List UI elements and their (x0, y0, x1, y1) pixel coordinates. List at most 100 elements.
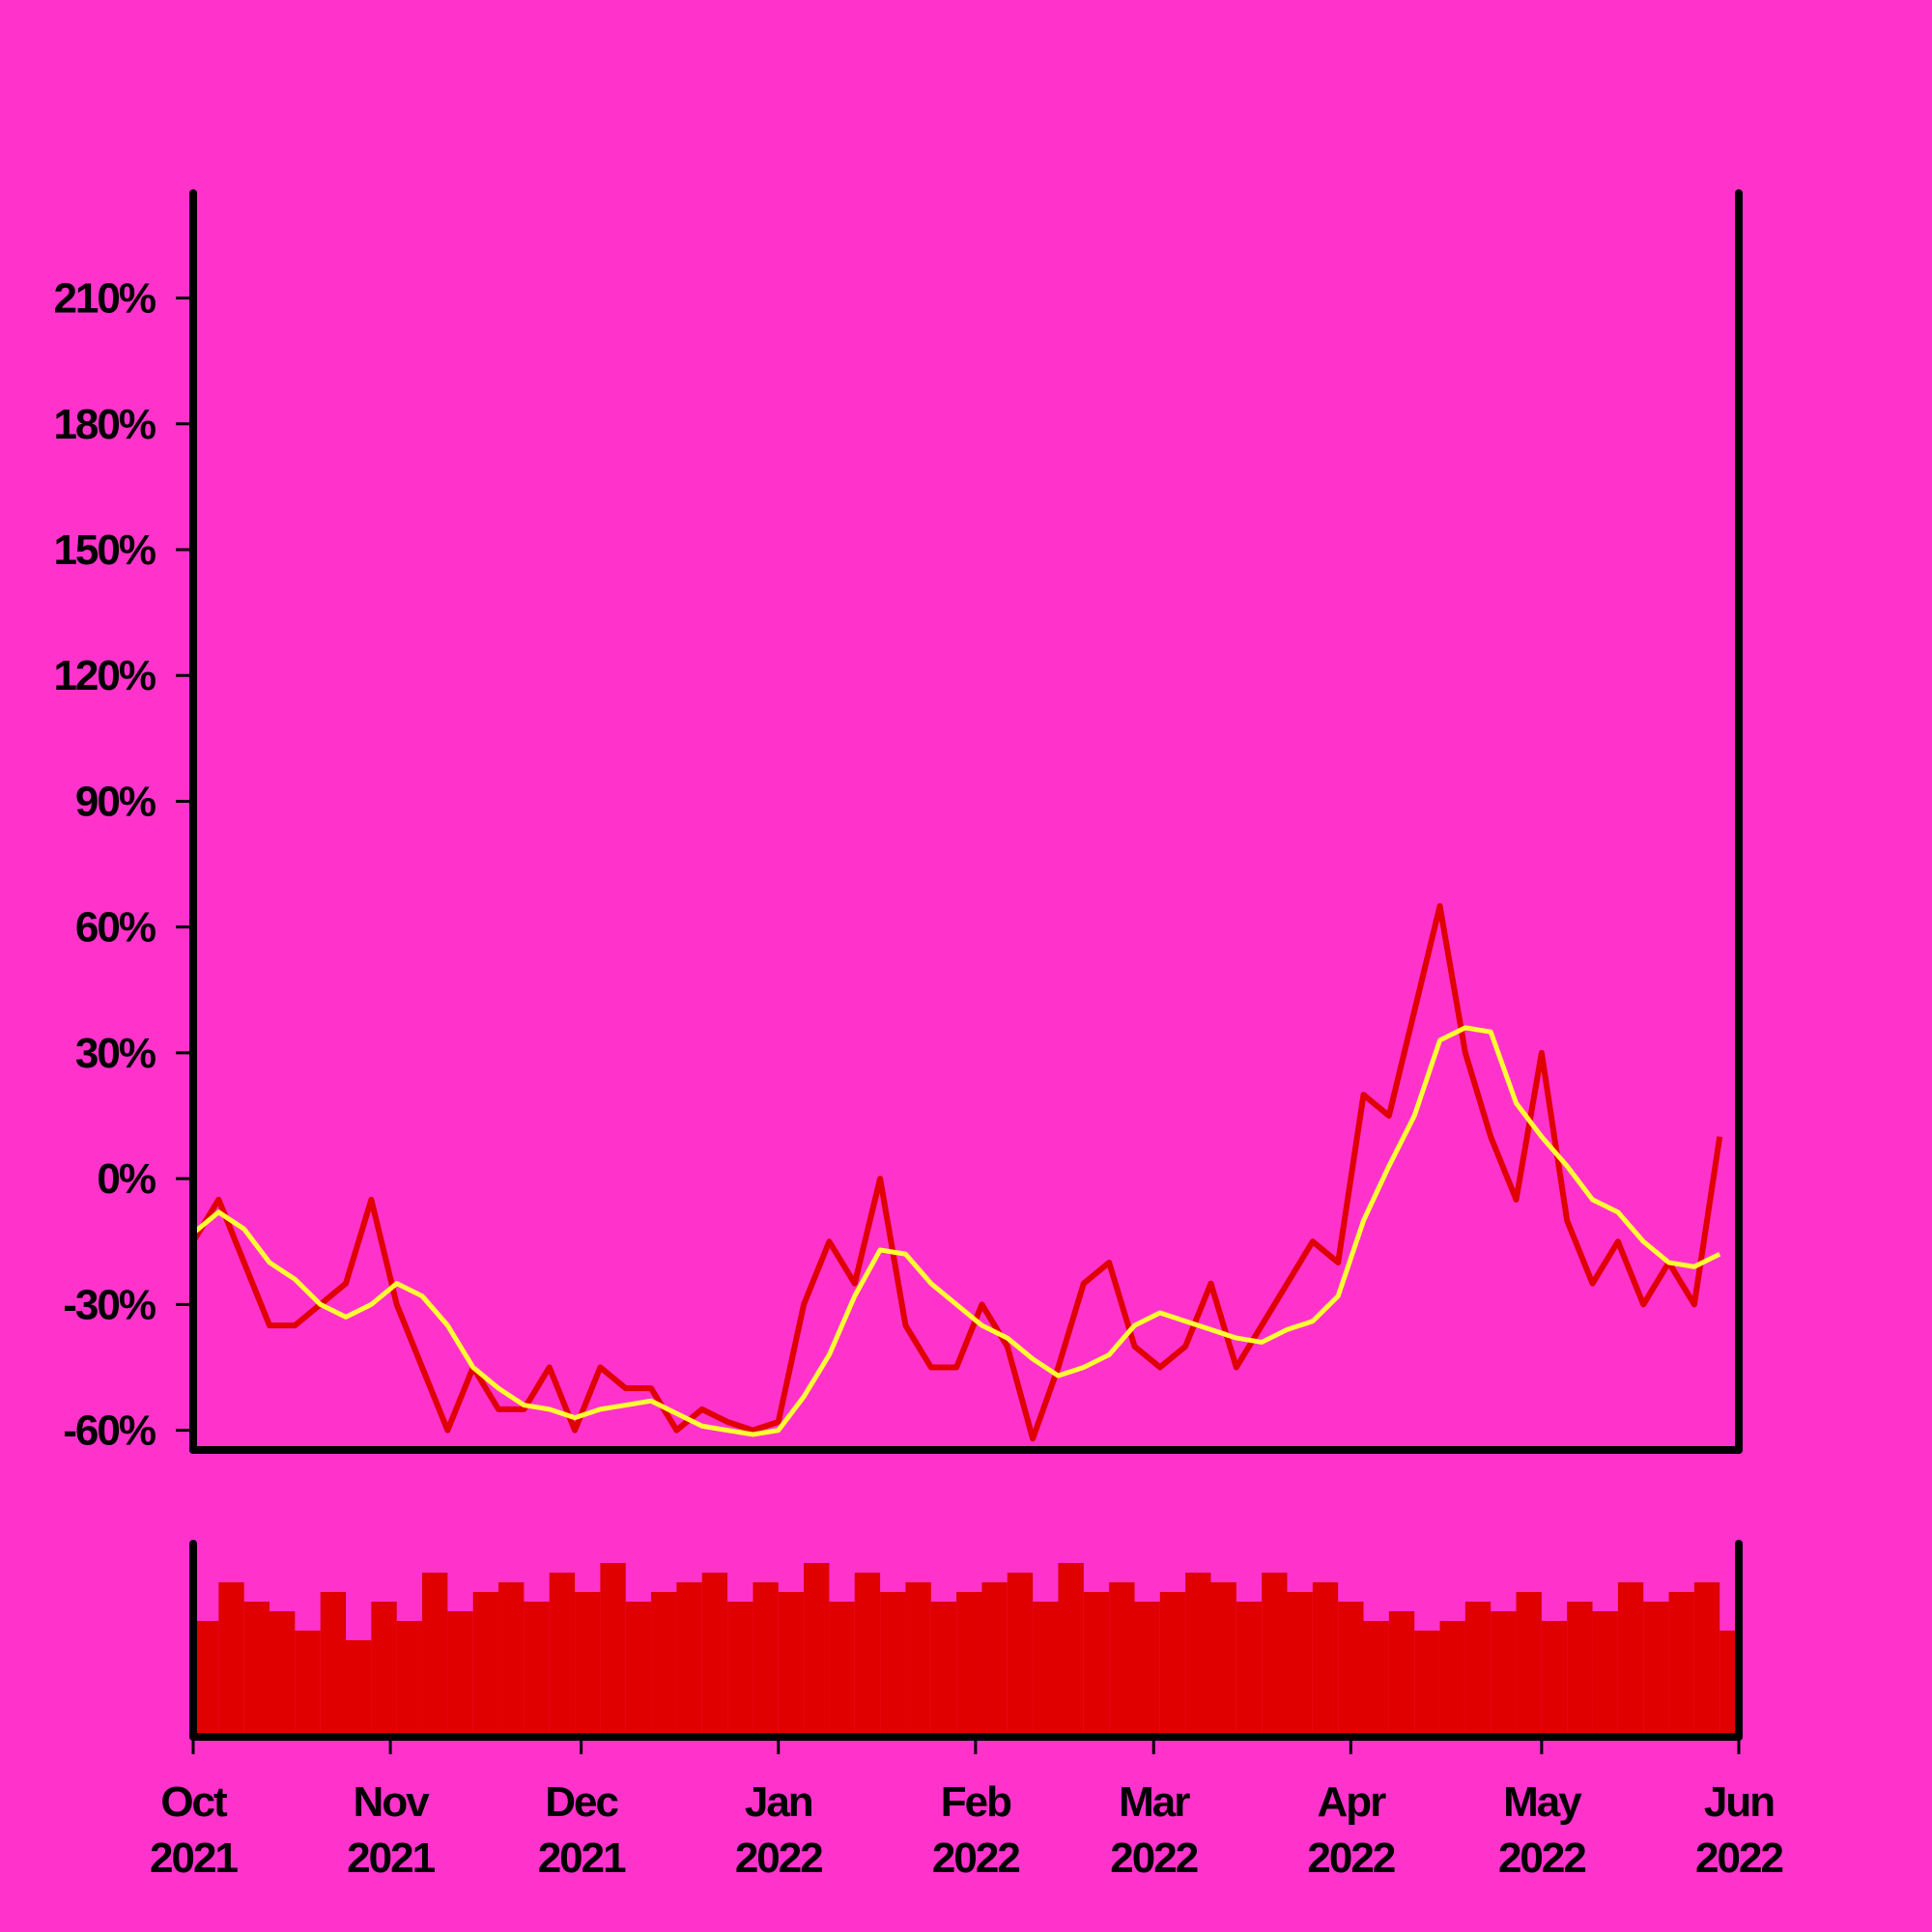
volume-bar (1567, 1602, 1593, 1737)
x-tick-label-line: Nov (354, 1778, 431, 1826)
y-tick-label: -30% (63, 1281, 156, 1328)
x-tick-label-line: 2022 (932, 1834, 1019, 1882)
x-tick-label-line: 2021 (538, 1834, 626, 1882)
x-tick-label: Mar 2022 (1110, 1778, 1197, 1882)
volume-bar (1491, 1611, 1517, 1737)
y-tick-label: 180% (53, 401, 155, 448)
volume-bar (930, 1602, 957, 1737)
volume-bar (1262, 1573, 1288, 1737)
volume-bar (701, 1573, 728, 1737)
x-tick-label-line: Oct (160, 1778, 228, 1826)
volume-bar (472, 1592, 499, 1737)
volume-bar (1134, 1602, 1160, 1737)
volume-bar (1592, 1611, 1618, 1737)
volume-bar (854, 1573, 881, 1737)
y-tick-label: 210% (53, 275, 155, 323)
volume-bar (1388, 1611, 1415, 1737)
volume-bar (1236, 1602, 1263, 1737)
y-tick-label: 120% (53, 652, 155, 699)
volume-bar (753, 1582, 779, 1737)
x-tick-label: May 2022 (1498, 1778, 1585, 1882)
volume-bar (880, 1592, 906, 1737)
data-line (190, 902, 1723, 1442)
volume-bar (1464, 1602, 1492, 1737)
volume-bar (1159, 1592, 1186, 1737)
volume-bar (676, 1582, 702, 1737)
x-tick-label-line: 2022 (1695, 1834, 1782, 1882)
volume-bar (1109, 1582, 1135, 1737)
x-tick-label-line: Apr (1317, 1778, 1386, 1826)
y-tick-label: 60% (75, 904, 156, 952)
volume-bar (1541, 1621, 1568, 1737)
x-tick-label: Jan 2022 (735, 1778, 822, 1882)
volume-bar (396, 1621, 423, 1737)
volume-bar (498, 1582, 525, 1737)
volume-bar (1693, 1582, 1720, 1737)
volume-bar (1516, 1592, 1542, 1737)
volume-bar (1312, 1582, 1339, 1737)
y-tick-label: 30% (75, 1030, 156, 1077)
volume-bar (295, 1631, 321, 1737)
volume-bar (651, 1592, 677, 1737)
volume-bar (1719, 1631, 1739, 1737)
volume-bar (193, 1621, 219, 1737)
volume-bar (956, 1592, 982, 1737)
x-tick-label: Jun 2022 (1695, 1778, 1782, 1882)
x-tick-label: Oct 2021 (150, 1778, 238, 1882)
volume-bar (1668, 1592, 1694, 1737)
x-tick-label-line: Feb (941, 1778, 1011, 1826)
volume-bar (1083, 1592, 1110, 1737)
x-tick-label: Apr 2022 (1307, 1778, 1394, 1882)
volume-bar (625, 1602, 652, 1737)
volume-bar (243, 1602, 270, 1737)
volume-bar (727, 1602, 753, 1737)
volume-bar (829, 1602, 855, 1737)
x-tick-label-line: 2021 (150, 1834, 238, 1882)
volume-bar (575, 1592, 601, 1737)
volume-bar (1210, 1582, 1236, 1737)
volume-bar (1287, 1592, 1313, 1737)
volume-bar (600, 1563, 626, 1737)
volume-bar (371, 1602, 397, 1737)
x-tick-label-line: Mar (1119, 1778, 1190, 1826)
volume-bar (1338, 1602, 1364, 1737)
x-tick-label-line: 2022 (735, 1834, 822, 1882)
volume-bar (981, 1582, 1008, 1737)
volume-bar (1643, 1602, 1669, 1737)
volume-bar (778, 1592, 805, 1737)
x-tick-label: Feb 2022 (932, 1778, 1019, 1882)
x-tick-label-line: Jun (1704, 1778, 1774, 1826)
volume-bar (1058, 1563, 1084, 1737)
volume-bar (1033, 1602, 1059, 1737)
volume-bar (1363, 1621, 1389, 1737)
volume-bar (1007, 1573, 1034, 1737)
volume-bar (218, 1582, 244, 1737)
volume-bar (1185, 1573, 1211, 1737)
volume-bar (524, 1602, 550, 1737)
y-tick-label: 150% (53, 526, 155, 574)
volume-bar (1414, 1631, 1440, 1737)
y-tick-label: 90% (75, 778, 156, 825)
volume-bar (447, 1611, 473, 1737)
volume-bar (549, 1573, 576, 1737)
x-tick-label: Nov 2021 (347, 1778, 435, 1882)
volume-bar (320, 1592, 347, 1737)
x-tick-label-line: 2021 (347, 1834, 435, 1882)
x-tick-label-line: May (1503, 1778, 1582, 1826)
y-tick-label: -60% (63, 1407, 156, 1455)
x-tick-label: Dec 2021 (538, 1778, 626, 1882)
x-tick-label-line: 2022 (1110, 1834, 1197, 1882)
volume-bar (1439, 1621, 1465, 1737)
volume-bar (346, 1640, 372, 1737)
volume-bar (804, 1563, 830, 1737)
x-tick-label-line: Dec (545, 1778, 618, 1826)
data-line (191, 1025, 1721, 1437)
volume-bar (270, 1611, 296, 1737)
volume-bar (905, 1582, 931, 1737)
x-tick-label-line: 2022 (1498, 1834, 1585, 1882)
x-tick-label-line: 2022 (1307, 1834, 1394, 1882)
volume-bar (1617, 1582, 1644, 1737)
y-tick-label: 0% (97, 1155, 155, 1203)
x-tick-label-line: Jan (745, 1778, 812, 1826)
